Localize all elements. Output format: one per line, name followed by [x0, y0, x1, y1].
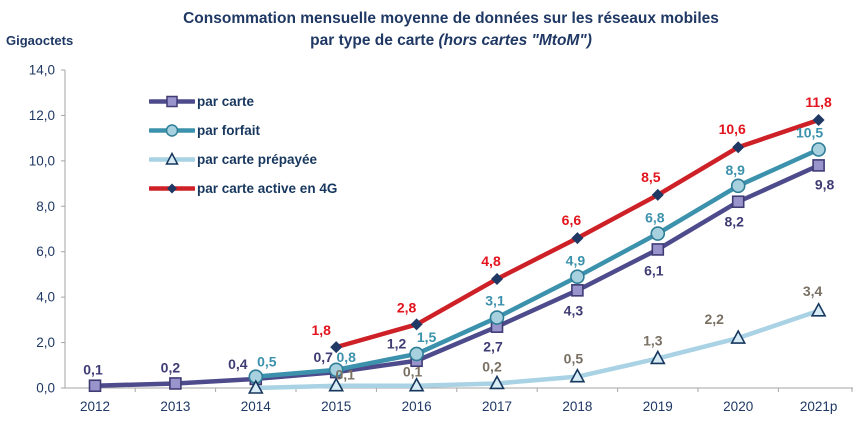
legend-swatch-triangle — [149, 151, 195, 165]
legend: par carte par forfait par carte prépayée… — [149, 91, 337, 207]
chart-text: 2,0 — [36, 335, 55, 350]
chart-text: 3,4 — [803, 283, 823, 299]
chart-text: 6,0 — [36, 244, 55, 259]
chart-text: 2016 — [402, 399, 432, 414]
legend-label: par forfait — [197, 123, 261, 138]
legend-swatch-diamond — [149, 183, 195, 194]
chart-text: 2020 — [723, 399, 753, 414]
chart-text: 6,8 — [645, 210, 665, 226]
chart-title: Consommation mensuelle moyenne de donnée… — [0, 8, 864, 52]
series-par-carte-pr-pay-e — [247, 302, 827, 394]
legend-label: par carte prépayée — [197, 152, 318, 167]
chart-text: 2012 — [80, 399, 110, 414]
series-par-forfait — [248, 142, 826, 384]
chart-text: 0,2 — [482, 358, 502, 374]
chart-text: 2013 — [160, 399, 190, 414]
chart-text: 0,7 — [313, 349, 333, 365]
chart-text: 1,3 — [643, 332, 663, 348]
chart-text: 8,0 — [36, 199, 55, 214]
chart-text: 0,1 — [335, 367, 355, 383]
chart-text: 8,2 — [724, 214, 744, 230]
legend-item-par-carte-active-4g: par carte active en 4G — [149, 178, 337, 199]
legend-swatch-square — [149, 95, 195, 108]
chart-text: 10,0 — [29, 153, 55, 168]
legend-label: par carte active en 4G — [197, 181, 338, 196]
chart-text: 3,1 — [485, 293, 505, 309]
chart-text: 2,7 — [483, 339, 503, 355]
chart-text: 4,8 — [481, 253, 501, 269]
chart-text: 4,3 — [564, 302, 584, 318]
chart-text: 10,5 — [796, 125, 823, 141]
chart-text: 2,2 — [704, 311, 724, 327]
chart-text: 0,5 — [564, 351, 584, 367]
series-par-carte-active-en-4g — [330, 113, 825, 354]
legend-item-par-carte-prepayee: par carte prépayée — [149, 149, 337, 170]
legend-swatch-circle — [149, 124, 195, 137]
chart-text: 1,8 — [311, 322, 331, 338]
chart-text: 0,0 — [36, 381, 55, 396]
y-axis-unit-label: Gigaoctets — [6, 33, 74, 48]
chart-text: 2021p — [800, 399, 838, 414]
chart-text: 14,0 — [29, 63, 55, 78]
chart-title-line1: Consommation mensuelle moyenne de donnée… — [183, 10, 719, 27]
chart-text: 6,6 — [562, 212, 582, 228]
chart-text: 2019 — [643, 399, 673, 414]
data-labels: 0,1 0,2 0,4 0,7 1,2 2,7 4,3 6,1 8,2 9,8 0,5 0,8 1,5 3… — [83, 94, 834, 383]
chart-text: 4,9 — [566, 253, 586, 269]
legend-item-par-forfait: par forfait — [149, 120, 337, 141]
chart-text: 12,0 — [29, 108, 55, 123]
chart-text: 8,9 — [725, 162, 745, 178]
chart-text: 0,8 — [336, 349, 356, 365]
chart-text: 9,8 — [815, 176, 835, 192]
chart-text: 0,2 — [161, 359, 181, 375]
chart-text: 2015 — [321, 399, 351, 414]
chart-text: 1,2 — [387, 336, 407, 352]
chart-title-line2: par type de carte (hors cartes "MtoM") — [310, 32, 592, 49]
chart-text: 6,1 — [644, 262, 664, 278]
chart-text: 2014 — [241, 399, 272, 414]
chart-text: 8,5 — [641, 169, 661, 185]
chart-text: 2,8 — [397, 299, 417, 315]
chart-text: 1,5 — [417, 329, 437, 345]
chart-text: 2018 — [562, 399, 592, 414]
chart-text: 2017 — [482, 399, 512, 414]
legend-item-par-carte: par carte — [149, 91, 337, 112]
chart-title-subnote: (hors cartes "MtoM") — [438, 32, 592, 49]
chart-text: 0,1 — [83, 362, 103, 378]
chart-text: 0,4 — [228, 356, 248, 372]
legend-label: par carte — [197, 94, 255, 109]
axes: 0,0 2,0 4,0 6,0 8,0 10,0 12,0 14,0 2012 2013 2014 2… — [29, 63, 853, 414]
chart-text: 10,6 — [719, 121, 746, 137]
chart-text: 4,0 — [36, 290, 55, 305]
chart-text: 11,8 — [805, 94, 832, 110]
chart-text: 0,5 — [257, 354, 277, 370]
chart-text: 0,1 — [403, 364, 423, 380]
